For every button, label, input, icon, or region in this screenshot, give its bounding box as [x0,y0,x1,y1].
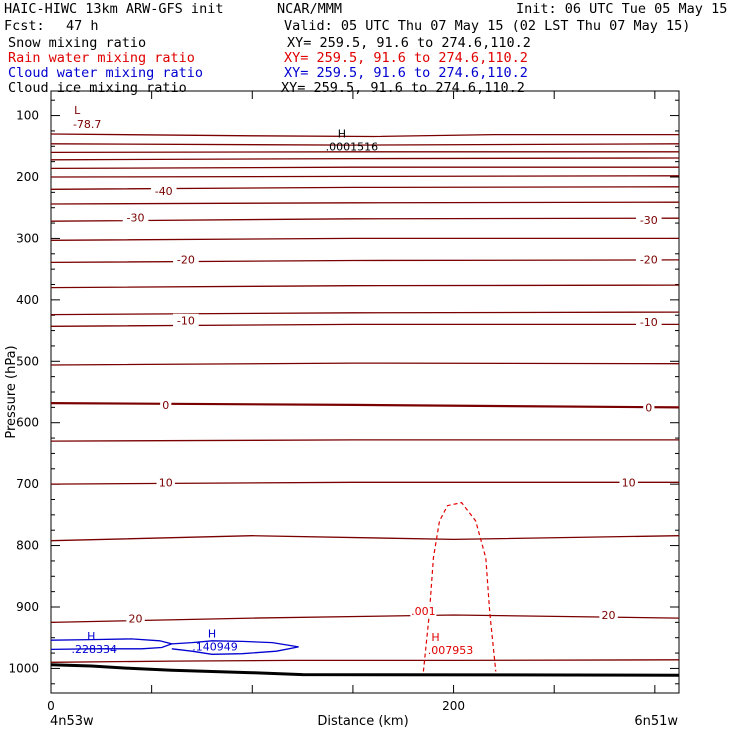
isotherm-label: -20 [177,253,195,266]
isotherm-line [50,614,680,624]
cloud-water-max-value: .228334 [72,643,118,656]
y-tick-label: 700 [16,477,39,491]
y-tick-label: 100 [16,109,39,123]
legend-rain-name: Rain water mixing ratio [8,50,195,66]
run-title: HAIC-HIWC 13km ARW-GFS init [4,1,224,17]
plot-frame [50,90,680,694]
isotherm-label: -10 [640,316,658,329]
isotherm-label: 0 [645,401,652,414]
rain-water-contour [422,501,497,672]
legend-cloud-ice-name: Cloud ice mixing ratio [8,80,187,96]
isotherm-label-bg [599,607,618,621]
isotherm-label: -30 [127,212,145,225]
rain-water-contour-label-bg [410,604,437,617]
isotherm-label-bg [619,475,638,489]
terrain-line [50,663,680,677]
isotherm-label-bg [160,397,172,411]
isotherm-line [50,133,679,138]
isotherm-label: -30 [640,214,658,227]
y-tick-label: 300 [16,231,39,245]
y-tick-label: 200 [16,170,39,184]
x-tick-label: 200 [442,699,465,713]
isotherm-label-bg [636,213,662,226]
cloud-water-max-value: .140949 [192,641,238,654]
isotherm-line [50,535,680,542]
rain-water-max-marker: H [431,631,439,644]
isotherm-line [50,362,680,366]
isotherm-label: -20 [640,253,658,266]
cloud-water-max-marker: H [87,630,95,643]
x-tick-label: 0 [47,699,55,713]
isotherm-line [50,439,679,442]
isotherm-label: -40 [155,185,173,198]
isotherm-label-bg [173,313,199,327]
y-axis-title: Pressure (hPa) [4,345,19,438]
isotherm-line [50,151,679,154]
isotherm-label-bg [126,611,145,625]
isotherm-label: 0 [162,399,169,412]
isotherm-label-bg [643,400,655,414]
left-endpoint-label: 4n53w [50,714,94,729]
isotherm-label-bg [150,184,177,198]
isotherm-label-bg [122,210,149,224]
isotherm-line [50,186,680,190]
isotherm-line [50,217,680,222]
isotherm-line [50,259,680,264]
cloud-water-contour [50,638,175,651]
legend-cloud-ice-xy: XY= 259.5, 91.6 to 274.6,110.2 [281,80,525,96]
snow-max-value: .0001516 [326,140,379,153]
isotherm-label-bg [636,314,662,328]
right-endpoint-label: 6n51w [634,714,678,729]
isotherm-line [50,143,680,146]
forecast-label: Fcst: [4,18,45,34]
valid-time: Valid: 05 UTC Thu 07 May 15 (02 LST Thu … [284,18,691,34]
legend-cloud-water-name: Cloud water mixing ratio [8,65,204,81]
temperature-min-value: -78.7 [73,118,101,131]
y-tick-label: 900 [16,600,39,614]
isotherm-line [50,311,680,316]
isotherm-label: -10 [177,315,195,328]
forecast-hour: 47 h [66,18,99,34]
isotherm-label-bg [173,252,199,266]
isotherm-line [50,323,679,327]
isotherm-line [50,175,680,178]
init-time: Init: 06 UTC Tue 05 May 15 [516,1,728,17]
isotherm-line [50,659,680,663]
cloud-water-contour [171,640,299,655]
isotherm-label: 10 [622,476,636,489]
cloud-water-max-marker: H [208,628,216,641]
isotherm-line [50,201,680,205]
isotherm-line [50,481,679,485]
isotherm-label-bg [636,252,662,266]
isotherm-label-bg [156,475,175,489]
legend-snow-xy: XY= 259.5, 91.6 to 274.6,110.2 [287,35,531,51]
isotherm-label: 10 [159,476,173,489]
isotherm-line [50,237,679,241]
y-tick-label: 1000 [8,661,39,675]
y-tick-label: 500 [16,354,39,368]
isotherm-line [50,402,680,409]
isotherm-label: 20 [602,609,616,622]
isotherm-label: 20 [129,613,143,626]
isotherm-line [50,284,680,289]
isotherm-line [50,157,680,161]
snow-max-marker: H [338,127,346,140]
legend-snow-name: Snow mixing ratio [8,35,147,51]
isotherm-line [50,166,679,170]
x-axis-title: Distance (km) [317,714,408,729]
rain-water-max-value: .007953 [428,644,474,657]
temperature-min-marker: L [74,104,81,117]
y-tick-label: 800 [16,539,39,553]
y-tick-label: 400 [16,293,39,307]
org-label: NCAR/MMM [277,1,343,17]
rain-water-contour-label: .001 [411,605,436,618]
legend-cloud-water-xy: XY= 259.5, 91.6 to 274.6,110.2 [284,65,528,81]
y-tick-label: 600 [16,416,39,430]
legend-rain-xy: XY= 259.5, 91.6 to 274.6,110.2 [284,50,528,66]
